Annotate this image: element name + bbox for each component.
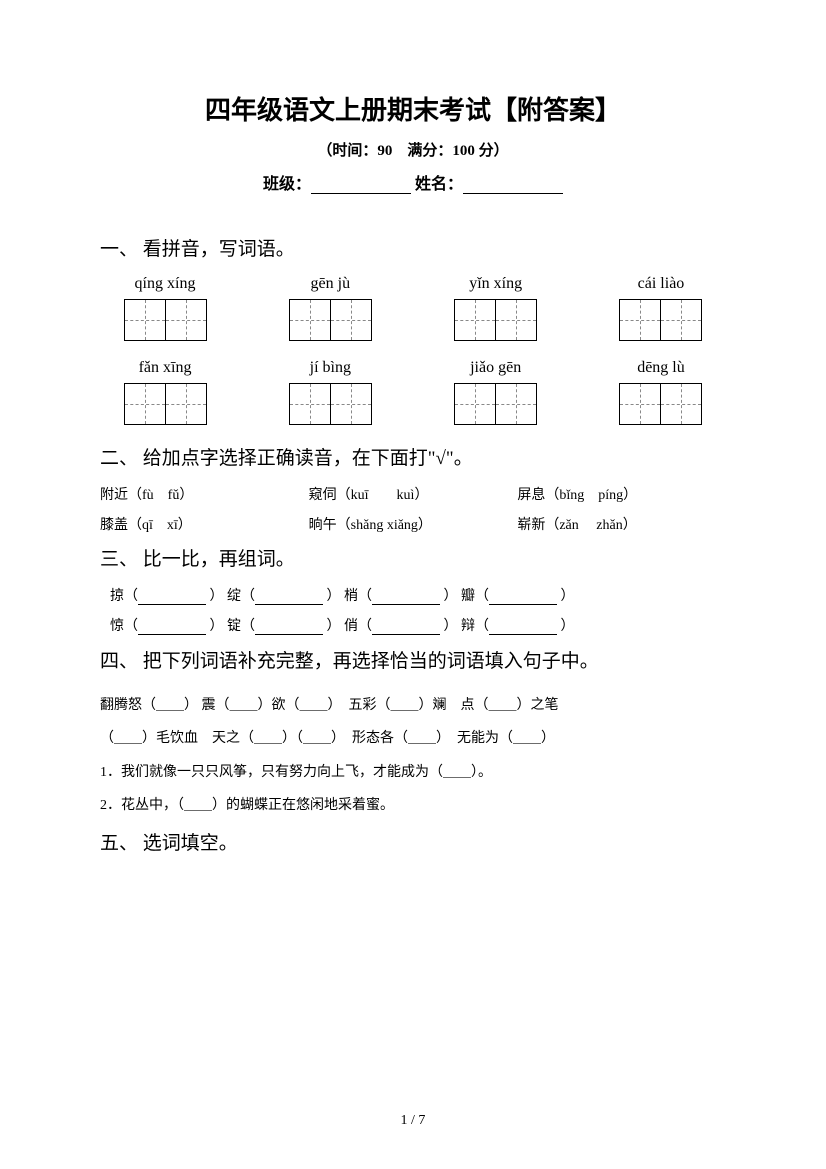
compare-text: ） 绽（ (210, 589, 256, 604)
tianzige[interactable] (289, 383, 372, 425)
tianzige[interactable] (124, 383, 207, 425)
compare-text: 惊（ (110, 619, 138, 634)
pinyin-label: yǐn xíng (469, 275, 522, 293)
compare-blank[interactable] (255, 591, 323, 605)
compare-blank[interactable] (138, 591, 206, 605)
fill-line: 1．我们就像一只只风筝，只有努力向上飞，才能成为（＿＿）。 (100, 760, 726, 785)
compare-text: ） 瓣（ (444, 589, 490, 604)
pinyin-label: cái liào (638, 275, 685, 293)
pinyin-item: gēn jù (265, 275, 395, 341)
compare-text: ） 梢（ (327, 589, 373, 604)
name-label: 姓名： (415, 176, 463, 193)
compare-blank[interactable] (138, 621, 206, 635)
pinyin-item: qíng xíng (100, 275, 230, 341)
pinyin-item: cái liào (596, 275, 726, 341)
compare-text: 掠（ (110, 589, 138, 604)
pinyin-item: jí bìng (265, 359, 395, 425)
compare-text: ） (561, 619, 575, 634)
tianzige[interactable] (124, 299, 207, 341)
pinyin-label: gēn jù (311, 275, 351, 293)
fill-line: （＿＿）毛饮血 天之（＿＿）（＿＿） 形态各（＿＿） 无能为（＿＿） (100, 726, 726, 751)
pinyin-row-1: qíng xíng gēn jù yǐn xíng cái liào (100, 275, 726, 341)
pinyin-label: jí bìng (310, 359, 351, 377)
reading-item: 晌午（shǎng xiǎng） (309, 514, 518, 534)
section-2-title: 二、 给加点字选择正确读音，在下面打"√"。 (100, 443, 726, 470)
pinyin-item: dēng lù (596, 359, 726, 425)
section-1-title: 一、 看拼音，写词语。 (100, 234, 726, 261)
pinyin-label: dēng lù (637, 359, 685, 377)
compare-blank[interactable] (489, 621, 557, 635)
fill-line: 2．花丛中，（＿＿）的蝴蝶正在悠闲地采着蜜。 (100, 793, 726, 818)
tianzige[interactable] (454, 299, 537, 341)
pinyin-item: jiǎo gēn (431, 359, 561, 425)
compare-text: ） 辩（ (444, 619, 490, 634)
document-subtitle: （时间：90 满分：100 分） (100, 139, 726, 160)
compare-blank[interactable] (372, 591, 440, 605)
compare-row: 惊（ ） 锭（ ） 俏（ ） 辩（ ） (100, 615, 726, 635)
fill-line: 翻腾怒（＿＿） 震（＿＿）欲（＿＿） 五彩（＿＿）斓 点（＿＿）之笔 (100, 693, 726, 718)
reading-item: 崭新（zǎn zhǎn） (517, 514, 726, 534)
reading-item: 屏息（bǐng píng） (517, 484, 726, 504)
class-name-row: 班级： 姓名： (100, 170, 726, 194)
reading-item: 膝盖（qī xī） (100, 514, 309, 534)
pinyin-label: qíng xíng (135, 275, 196, 293)
compare-row: 掠（ ） 绽（ ） 梢（ ） 瓣（ ） (100, 585, 726, 605)
section-3-title: 三、 比一比，再组词。 (100, 544, 726, 571)
pinyin-label: fǎn xīng (139, 359, 192, 377)
section-5-title: 五、 选词填空。 (100, 828, 726, 855)
class-label: 班级： (263, 176, 311, 193)
compare-text: ） 锭（ (210, 619, 256, 634)
reading-row: 膝盖（qī xī） 晌午（shǎng xiǎng） 崭新（zǎn zhǎn） (100, 514, 726, 534)
tianzige[interactable] (619, 383, 702, 425)
reading-row: 附近（fù fǔ） 窥伺（kuī kuì） 屏息（bǐng píng） (100, 484, 726, 504)
pinyin-row-2: fǎn xīng jí bìng jiǎo gēn dēng lù (100, 359, 726, 425)
pinyin-item: fǎn xīng (100, 359, 230, 425)
tianzige[interactable] (619, 299, 702, 341)
class-blank[interactable] (311, 178, 411, 194)
reading-item: 附近（fù fǔ） (100, 484, 309, 504)
tianzige[interactable] (289, 299, 372, 341)
reading-item: 窥伺（kuī kuì） (309, 484, 518, 504)
compare-blank[interactable] (255, 621, 323, 635)
compare-text: ） 俏（ (327, 619, 373, 634)
tianzige[interactable] (454, 383, 537, 425)
name-blank[interactable] (463, 178, 563, 194)
pinyin-label: jiǎo gēn (470, 359, 521, 377)
compare-blank[interactable] (372, 621, 440, 635)
page-number: 1 / 7 (0, 1113, 826, 1129)
pinyin-item: yǐn xíng (431, 275, 561, 341)
compare-blank[interactable] (489, 591, 557, 605)
document-title: 四年级语文上册期末考试【附答案】 (100, 90, 726, 127)
compare-text: ） (561, 589, 575, 604)
section-4-title: 四、 把下列词语补充完整，再选择恰当的词语填入句子中。 (100, 645, 726, 679)
